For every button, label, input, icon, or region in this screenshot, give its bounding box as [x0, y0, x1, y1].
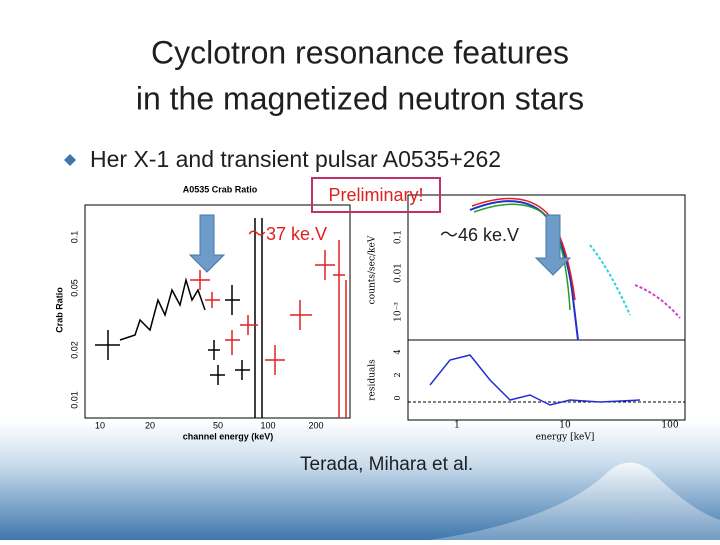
y-tick-label: 0.1 — [69, 231, 79, 244]
plot-title: A0535 Crab Ratio — [183, 184, 258, 194]
y-tick-label: 0.1 — [394, 230, 404, 244]
data-trace — [190, 240, 347, 418]
stamp: Preliminary! — [328, 185, 423, 205]
mountain — [430, 462, 720, 540]
model-curve — [634, 284, 681, 319]
x-tick-label: 200 — [308, 420, 323, 430]
x-label: channel energy (keV) — [183, 431, 274, 441]
arrow — [188, 214, 226, 273]
x-tick-label: 10 — [559, 421, 571, 431]
x-tick-label: 50 — [213, 420, 223, 430]
bullet-text: Her X-1 and transient pulsar A0535+262 — [90, 146, 501, 172]
y-label: Crab Ratio — [54, 287, 64, 333]
y-label: counts/sec/keV — [368, 235, 378, 304]
title-line: Cyclotron resonance features — [151, 34, 569, 70]
data-trace — [95, 218, 263, 418]
y-tick-label: 0.05 — [69, 279, 79, 297]
annotation: 〜37 ke.V — [248, 224, 327, 244]
left-plot: A0535 Crab Ratio Crab Ratio 0.1 0.05 0.0… — [54, 184, 351, 441]
y-tick-label: 0 — [393, 395, 402, 400]
y-tick-label: 4 — [393, 349, 402, 354]
x-tick-label: 20 — [145, 420, 155, 430]
model-curve — [589, 244, 631, 316]
stamp-box — [311, 177, 441, 213]
residual-trace — [429, 354, 641, 406]
x-tick-label: 10 — [95, 420, 105, 430]
x-tick-label: 100 — [661, 421, 678, 431]
x-label: energy [keV] — [536, 433, 595, 443]
y-tick-label: 2 — [393, 372, 402, 377]
model-curve — [471, 197, 576, 301]
plot-frame — [407, 339, 686, 421]
credit: Terada, Mihara et al. — [300, 454, 473, 475]
x-tick-label: 1 — [454, 421, 460, 431]
y-label: residuals — [368, 359, 378, 401]
y-tick-label: 0.01 — [394, 263, 404, 283]
title-line: in the magnetized neutron stars — [136, 80, 584, 116]
x-tick-label: 100 — [260, 420, 275, 430]
bullet-icon — [64, 154, 76, 166]
right-plot: counts/sec/keV residuals 0.1 0.01 10⁻³ 4… — [368, 194, 686, 443]
arrow — [534, 214, 572, 276]
y-tick-label: 0.01 — [69, 391, 79, 409]
y-tick-label: 0.02 — [69, 341, 79, 359]
annotation: 〜46 ke.V — [440, 225, 519, 245]
y-tick-label: 10⁻³ — [394, 302, 404, 322]
